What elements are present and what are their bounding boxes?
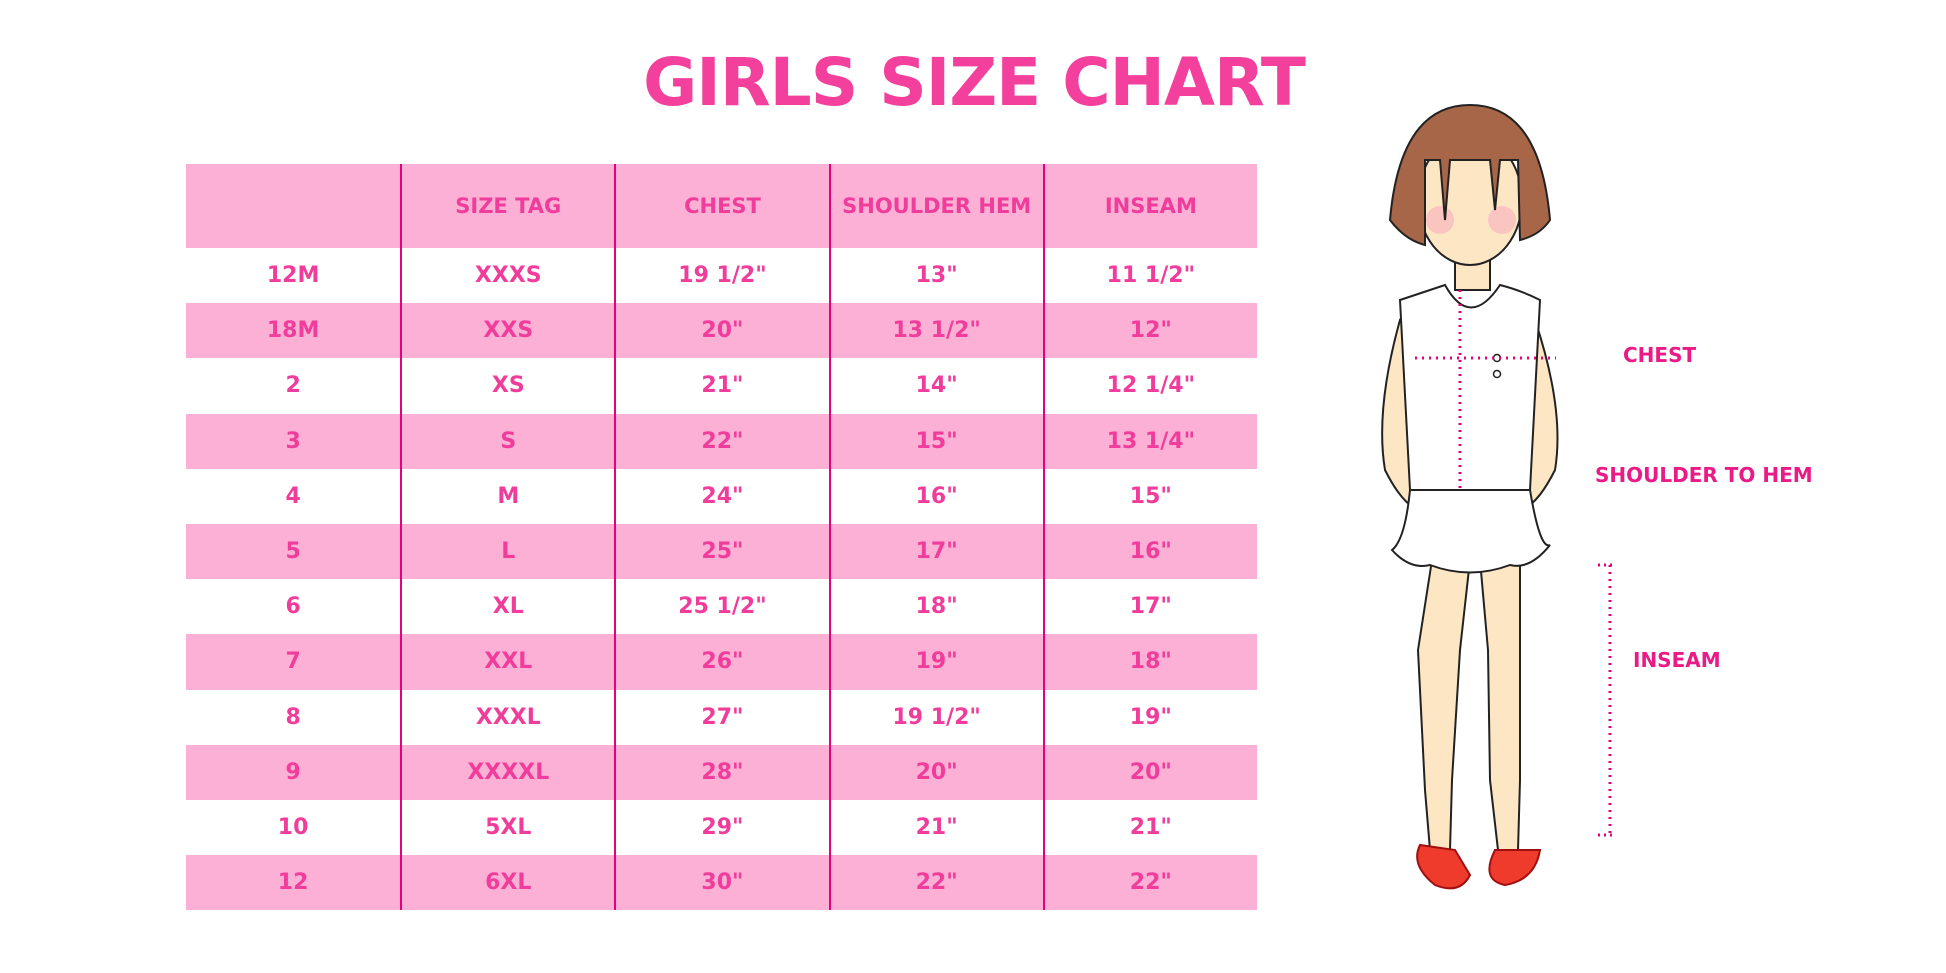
table-cell: SIZE TAG bbox=[400, 164, 614, 248]
table-cell: INSEAM bbox=[1042, 164, 1257, 248]
table-cell: 13 1/4" bbox=[1042, 413, 1257, 469]
table-cell: 7 bbox=[285, 649, 301, 675]
table-cell: 8 bbox=[285, 704, 301, 730]
page-title: GIRLS SIZE CHART bbox=[643, 44, 1306, 121]
table-cell: 13 1/2" bbox=[828, 303, 1043, 359]
table-cell: L bbox=[400, 523, 614, 580]
size-table: SIZE TAG CHEST SHOULDER HEM INSEAM 12M XXXS 19… bbox=[186, 164, 1257, 911]
table-cell: 21" bbox=[614, 358, 828, 414]
table-cell: 20" bbox=[1042, 744, 1257, 800]
table-cell: 17" bbox=[828, 523, 1043, 580]
table-cell: 18" bbox=[1042, 634, 1257, 690]
table-cell: 6 bbox=[285, 594, 301, 620]
table-cell: 3 bbox=[285, 428, 301, 454]
table-cell: 5 bbox=[285, 539, 301, 565]
table-row: 6 XL 25 1/2" 18" 17" bbox=[186, 579, 1257, 635]
table-cell: 21" bbox=[1042, 799, 1257, 856]
table-cell: 26" bbox=[614, 634, 828, 690]
table-cell: 16" bbox=[1042, 523, 1257, 580]
table-cell: SHOULDER HEM bbox=[828, 164, 1043, 248]
table-cell: XXL bbox=[400, 634, 614, 690]
table-cell: 12 1/4" bbox=[1042, 358, 1257, 414]
table-cell: 17" bbox=[1042, 579, 1257, 635]
chest-label: CHEST bbox=[1623, 343, 1697, 367]
table-row: 10 5XL 29" 21" 21" bbox=[186, 799, 1257, 856]
table-cell: 9 bbox=[285, 759, 301, 785]
table-cell: 27" bbox=[614, 689, 828, 745]
table-cell: 11 1/2" bbox=[1042, 248, 1257, 304]
table-cell: M bbox=[400, 468, 614, 524]
table-cell: 4 bbox=[285, 483, 301, 509]
inseam-label: INSEAM bbox=[1633, 648, 1721, 672]
table-cell: 21" bbox=[828, 799, 1043, 856]
table-cell: 16" bbox=[828, 468, 1043, 524]
table-cell: 14" bbox=[828, 358, 1043, 414]
table-cell: 13" bbox=[828, 248, 1043, 304]
table-cell: XXXS bbox=[400, 248, 614, 304]
table-row: 8 XXXL 27" 19 1/2" 19" bbox=[186, 689, 1257, 745]
table-cell: 18" bbox=[828, 579, 1043, 635]
girl-illustration: CHEST SHOULDER TO HEM INSEAM bbox=[1370, 90, 1930, 910]
table-cell: XS bbox=[400, 358, 614, 414]
table-row: 3 S 22" 15" 13 1/4" bbox=[186, 413, 1257, 469]
table-row: 2 XS 21" 14" 12 1/4" bbox=[186, 358, 1257, 414]
table-cell: 30" bbox=[614, 855, 828, 911]
table-cell: 15" bbox=[828, 413, 1043, 469]
table-cell: 18M bbox=[266, 318, 320, 344]
table-cell: 12" bbox=[1042, 303, 1257, 359]
table-cell: 22" bbox=[614, 413, 828, 469]
table-cell: 20" bbox=[828, 744, 1043, 800]
table-cell: 12M bbox=[266, 263, 320, 289]
table-cell: CHEST bbox=[614, 164, 828, 248]
table-cell: 19 1/2" bbox=[614, 248, 828, 304]
table-row: 5 L 25" 17" 16" bbox=[186, 523, 1257, 580]
table-cell: XL bbox=[400, 579, 614, 635]
table-cell: 19" bbox=[828, 634, 1043, 690]
table-row: 9 XXXXL 28" 20" 20" bbox=[186, 744, 1257, 800]
table-cell: 29" bbox=[614, 799, 828, 856]
table-row: 12M XXXS 19 1/2" 13" 11 1/2" bbox=[186, 248, 1257, 304]
table-cell: XXS bbox=[400, 303, 614, 359]
table-cell: 15" bbox=[1042, 468, 1257, 524]
table-cell: 6XL bbox=[400, 855, 614, 911]
shoulder-to-hem-label: SHOULDER TO HEM bbox=[1595, 463, 1813, 487]
table-row: 18M XXS 20" 13 1/2" 12" bbox=[186, 303, 1257, 359]
table-cell: 19" bbox=[1042, 689, 1257, 745]
girl-figure-svg bbox=[1381, 103, 1616, 890]
table-cell: 22" bbox=[1042, 855, 1257, 911]
table-cell: 20" bbox=[614, 303, 828, 359]
table-cell bbox=[186, 164, 400, 248]
table-cell: 10 bbox=[277, 814, 309, 840]
table-cell: 19 1/2" bbox=[828, 689, 1043, 745]
table-header-row: SIZE TAG CHEST SHOULDER HEM INSEAM bbox=[186, 164, 1257, 248]
table-cell: 28" bbox=[614, 744, 828, 800]
table-row: 7 XXL 26" 19" 18" bbox=[186, 634, 1257, 690]
table-cell: 22" bbox=[828, 855, 1043, 911]
table-row: 4 M 24" 16" 15" bbox=[186, 468, 1257, 524]
table-cell: 5XL bbox=[400, 799, 614, 856]
table-cell: 25" bbox=[614, 523, 828, 580]
table-row: 12 6XL 30" 22" 22" bbox=[186, 855, 1257, 911]
table-cell: 12 bbox=[277, 870, 309, 896]
table-cell: 24" bbox=[614, 468, 828, 524]
table-cell: 2 bbox=[285, 373, 301, 399]
table-cell: 25 1/2" bbox=[614, 579, 828, 635]
table-cell: S bbox=[400, 413, 614, 469]
table-cell: XXXL bbox=[400, 689, 614, 745]
table-cell: XXXXL bbox=[400, 744, 614, 800]
